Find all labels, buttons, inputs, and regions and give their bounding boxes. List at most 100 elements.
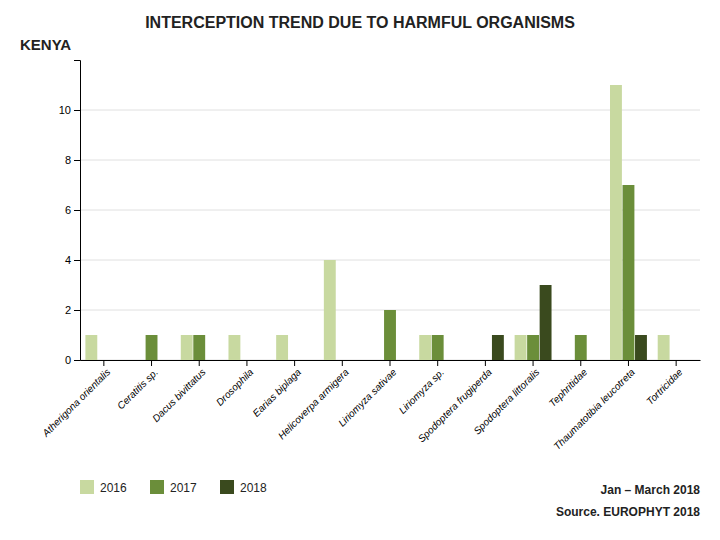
tick-label: 4 xyxy=(65,254,71,266)
tick: Liriomyza sp. xyxy=(397,360,446,416)
bars xyxy=(85,85,669,360)
x-axis: Atherigona orientalisCeratitis sp.Dacus … xyxy=(39,360,700,452)
tick-label: 0 xyxy=(65,354,71,366)
bar xyxy=(289,360,301,361)
bar xyxy=(158,360,170,361)
bar xyxy=(349,360,361,361)
bar-series xyxy=(146,185,635,360)
bar xyxy=(384,310,396,360)
tick-label: Tephritidae xyxy=(547,366,590,409)
tick-label: 8 xyxy=(65,154,71,166)
tick-label: Liriomyza sp. xyxy=(397,366,446,415)
tick-mark xyxy=(74,210,80,211)
tick: 10 xyxy=(59,104,80,116)
legend-label: 2018 xyxy=(240,481,267,495)
bar xyxy=(276,335,288,360)
annotation: KENYA xyxy=(20,36,71,53)
bar xyxy=(444,360,456,361)
bar-series xyxy=(85,85,669,360)
legend-swatch xyxy=(220,480,234,494)
bar xyxy=(492,335,504,360)
bar xyxy=(419,335,431,360)
bar xyxy=(146,335,158,360)
tick: Tephritidae xyxy=(547,360,590,409)
tick-mark xyxy=(151,360,152,366)
grid-line xyxy=(80,260,700,261)
tick-label: Spodoptera littoralis xyxy=(471,366,541,436)
bar xyxy=(658,335,670,360)
tick: Liriomyza sativae xyxy=(336,360,399,429)
bar xyxy=(610,85,622,360)
grid xyxy=(80,110,700,360)
tick-label: 10 xyxy=(59,104,71,116)
bar xyxy=(479,360,491,361)
bar xyxy=(397,360,409,361)
tick: 2 xyxy=(65,304,80,316)
bar xyxy=(181,335,193,360)
bar xyxy=(193,335,205,360)
tick-label: Thaumatotibia leucotreta xyxy=(551,366,637,452)
tick-mark xyxy=(199,360,200,366)
bar xyxy=(515,335,527,360)
bar xyxy=(372,360,384,361)
tick-mark xyxy=(74,160,80,161)
legend-swatch xyxy=(150,480,164,494)
legend-label: 2017 xyxy=(170,481,197,495)
annotation: Source. EUROPHYT 2018 xyxy=(556,505,700,519)
grid-line xyxy=(80,160,700,161)
tick-mark xyxy=(342,360,343,366)
tick-mark xyxy=(485,360,486,366)
legend-item: 2018 xyxy=(220,480,267,495)
subtitle: Jan – March 2018 xyxy=(601,483,701,497)
tick-label: Earias biplaga xyxy=(251,366,304,419)
tick: 0 xyxy=(65,354,80,366)
legend-label: 2016 xyxy=(100,481,127,495)
bar xyxy=(133,360,145,361)
tick: Dacus bivittatus xyxy=(150,360,208,424)
tick-label: Dacus bivittatus xyxy=(150,366,208,424)
bar xyxy=(253,360,265,361)
bar xyxy=(670,360,682,361)
tick-mark xyxy=(437,360,438,366)
tick-mark xyxy=(246,360,247,366)
bar xyxy=(587,360,599,361)
bar xyxy=(228,335,240,360)
tick-label: Atherigona orientalis xyxy=(39,366,112,439)
tick-mark xyxy=(103,360,104,366)
tick: 8 xyxy=(65,154,80,166)
tick-mark xyxy=(628,360,629,366)
legend-item: 2016 xyxy=(80,480,127,495)
y-axis: 0 2 4 6 8 10 xyxy=(59,61,81,367)
bar xyxy=(623,185,635,360)
tick-label: 6 xyxy=(65,204,71,216)
bar xyxy=(540,285,552,360)
bar xyxy=(683,360,695,361)
tick: 6 xyxy=(65,204,80,216)
tick-mark xyxy=(74,360,80,361)
axis-line xyxy=(74,61,81,361)
tick: Thaumatotibia leucotreta xyxy=(551,360,637,452)
tick: Atherigona orientalis xyxy=(39,360,112,439)
title: INTERCEPTION TREND DUE TO HARMFUL ORGANI… xyxy=(145,14,575,31)
bar xyxy=(527,335,539,360)
grid-line xyxy=(80,210,700,211)
bar xyxy=(336,360,348,361)
bar-series xyxy=(492,285,647,360)
plot: 0 2 4 6 8 10 Atherigona orientalisCeratitis sp… xyxy=(39,61,700,452)
tick: Tortricidae xyxy=(644,360,685,407)
tick: 4 xyxy=(65,254,80,266)
bar xyxy=(575,335,587,360)
bar xyxy=(635,335,647,360)
tick-label: Tortricidae xyxy=(644,366,685,407)
bar xyxy=(301,360,313,361)
tick-mark xyxy=(74,310,80,311)
tick-label: Helicoverpa armigera xyxy=(276,366,351,441)
tick-mark xyxy=(390,360,391,366)
legend-swatch xyxy=(80,480,94,494)
bar xyxy=(98,360,110,361)
tick-mark xyxy=(74,110,80,111)
tick-label: Liriomyza sativae xyxy=(336,366,399,429)
tick: Helicoverpa armigera xyxy=(276,360,351,441)
tick: Ceratitis sp. xyxy=(115,360,160,411)
bar xyxy=(110,360,122,361)
